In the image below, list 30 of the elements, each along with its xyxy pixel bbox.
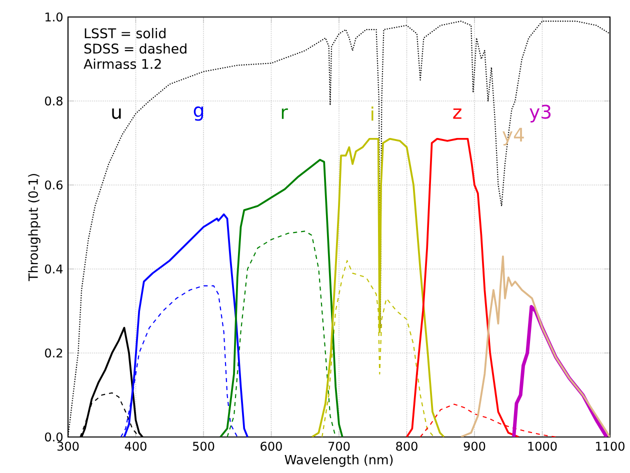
annotation: Airmass 1.2 (84, 58, 161, 69)
line-series (310, 138, 445, 437)
x-tick-label: 900 (464, 442, 486, 451)
text: r (282, 108, 288, 119)
x-tick-label: 1100 (596, 442, 624, 451)
x-tick-label: 400 (124, 442, 146, 451)
line-series (123, 213, 248, 437)
y-tick-label: 1.0 (46, 12, 62, 22)
y-tick-label: 0.0 (45, 432, 62, 442)
annotation: SDSS = dashed (84, 43, 186, 54)
y-axis-title: Throughput (0-1) (28, 174, 40, 282)
x-axis-title: Wavelength (nm) (284, 454, 393, 467)
line-series (220, 158, 344, 437)
x-tick-label: 800 (396, 442, 418, 451)
y-tick-label: 0.2 (45, 348, 62, 358)
annotation: LSST = solid (84, 28, 166, 38)
text: u (112, 108, 121, 119)
text: y3 (530, 104, 551, 122)
text: g (194, 106, 203, 121)
series-label: i (372, 106, 374, 121)
y-tick-label: 0.4 (45, 264, 63, 274)
x-tick-label: 300 (57, 442, 79, 451)
series-label: z (453, 108, 462, 119)
y-tick-label: 0.6 (45, 180, 63, 190)
x-tick-label: 1000 (528, 442, 557, 451)
text: y4 (502, 128, 524, 146)
x-tick-label: 600 (260, 442, 282, 451)
x-tick-label: 700 (328, 442, 350, 451)
y-tick-label: 0.8 (45, 96, 62, 106)
x-tick-label: 500 (192, 442, 214, 451)
